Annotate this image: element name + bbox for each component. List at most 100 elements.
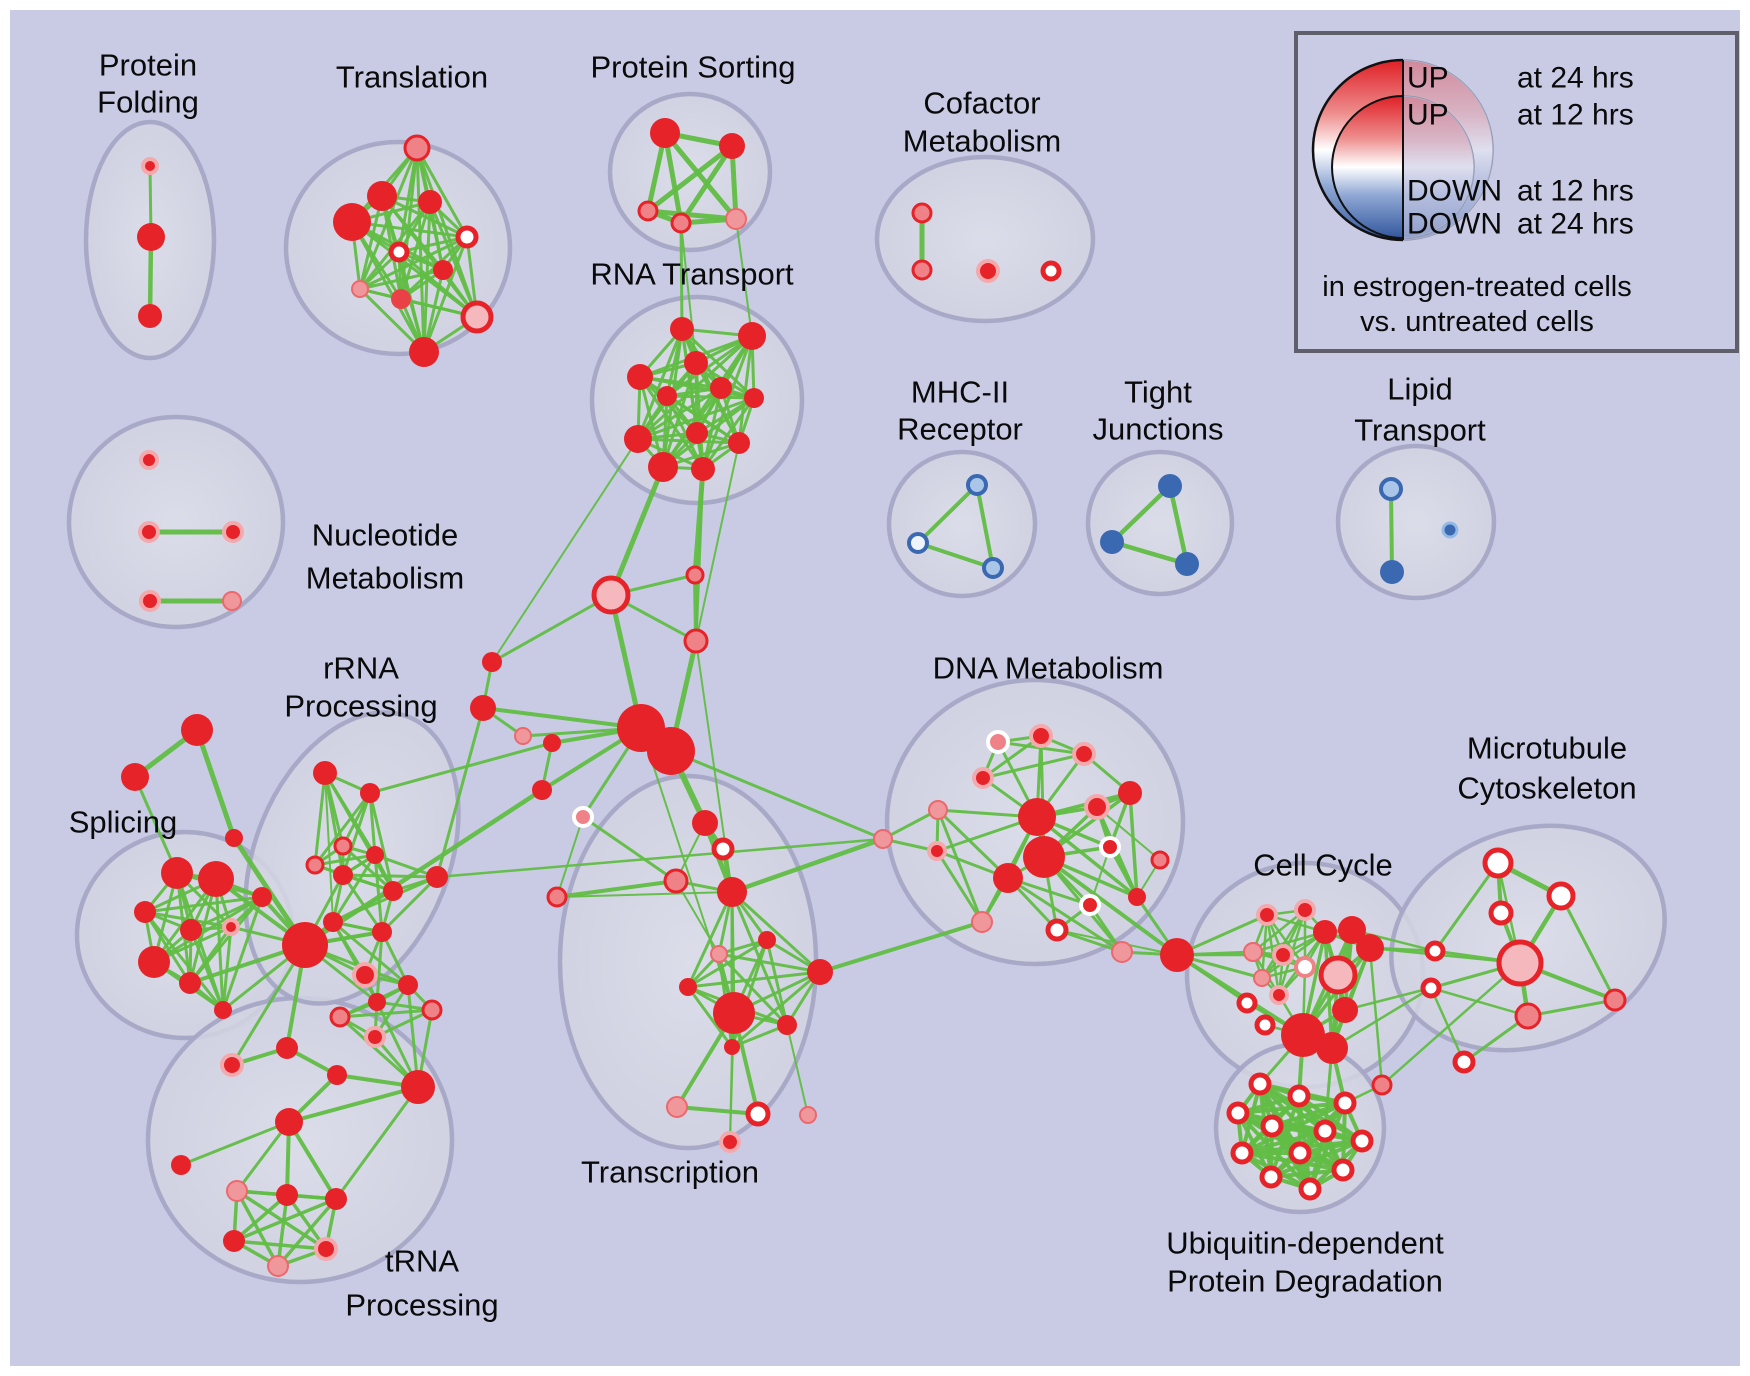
network-node-ub12: [1298, 1177, 1322, 1201]
network-edge: [1330, 986, 1433, 1050]
network-edge: [669, 749, 885, 841]
network-node-mt8: [1514, 1002, 1542, 1030]
network-node-tn3: [327, 1065, 347, 1085]
network-node-h5: [532, 780, 552, 800]
cluster-label-nucleotide-metabolism: Nucleotide: [312, 518, 458, 553]
network-edge: [680, 327, 756, 400]
network-node-tl11: [409, 337, 439, 367]
network-node-tn5: [275, 1108, 303, 1136]
network-edge: [608, 464, 666, 598]
legend-time-1: at 12 hrs: [1517, 99, 1634, 132]
network-edge: [287, 1120, 338, 1201]
network-edge: [302, 787, 545, 948]
network-node-dn17: [971, 911, 993, 933]
cluster-label-trna-processing: tRNA: [385, 1244, 459, 1279]
network-edge: [686, 890, 734, 989]
network-node-tl4: [418, 190, 442, 214]
network-edge: [638, 375, 705, 471]
network-node-tx1: [692, 810, 718, 836]
network-edge: [640, 727, 735, 1014]
network-node-rt11: [648, 452, 678, 482]
network-node-cc6: [1243, 942, 1263, 962]
network-edge: [1343, 986, 1433, 1012]
network-edge: [435, 837, 885, 879]
network-node-rr10: [352, 962, 378, 988]
network-edge: [334, 1085, 420, 1201]
network-node-mt3: [1488, 900, 1514, 926]
network-edge: [661, 396, 756, 469]
network-node-h2: [685, 565, 705, 585]
network-edge: [1109, 483, 1173, 545]
network-edge: [556, 816, 584, 898]
network-node-rt10: [728, 432, 750, 454]
cluster-label-protein-folding: Folding: [97, 85, 199, 120]
network-node-so4: [670, 212, 692, 234]
cluster-label-trna-processing: Processing: [345, 1288, 498, 1323]
cluster-ellipse-lipid-transport: [1335, 443, 1497, 601]
network-edge: [341, 873, 439, 879]
network-edge: [1006, 876, 1124, 954]
network-edge: [686, 985, 734, 1049]
network-node-cf3: [976, 259, 1000, 283]
network-node-tx4: [717, 877, 747, 907]
network-edge: [675, 880, 720, 955]
network-edge: [818, 920, 984, 974]
network-edge: [638, 375, 665, 469]
cluster-label-ubiquitin-degradation: Protein Degradation: [1167, 1264, 1443, 1299]
network-edge: [368, 791, 377, 857]
network-node-cc7: [1272, 944, 1294, 966]
network-node-dn18: [1045, 918, 1069, 942]
network-edge: [686, 938, 769, 989]
network-node-so2: [719, 133, 745, 159]
network-node-cc11: [1269, 985, 1289, 1005]
network-edge: [729, 1046, 733, 1143]
network-edge: [435, 706, 485, 879]
network-node-ub1: [1248, 1072, 1272, 1096]
network-edge: [1368, 946, 1384, 1087]
network-node-sp3: [134, 901, 156, 923]
network-node-ub11: [1259, 1165, 1283, 1189]
network-edge: [717, 952, 789, 1027]
network-edge: [1559, 894, 1617, 1002]
network-edge: [232, 1197, 338, 1243]
network-edge: [636, 327, 684, 441]
network-edge: [133, 775, 179, 875]
network-edge: [341, 791, 372, 877]
network-edge: [737, 334, 754, 445]
network-edge: [143, 895, 264, 914]
network-node-sp4: [180, 919, 202, 941]
cluster-label-lipid-transport: Transport: [1354, 413, 1486, 448]
network-node-rt4: [627, 364, 653, 390]
cluster-label-microtubule-cytoskeleton: Cytoskeleton: [1457, 771, 1636, 806]
cluster-label-rrna-processing: rRNA: [323, 651, 399, 686]
network-node-dn15: [1128, 888, 1146, 906]
network-edge: [1042, 855, 1179, 957]
legend-direction-0: UP: [1407, 62, 1449, 95]
network-edge: [1429, 986, 1530, 1018]
network-node-rr15: [426, 866, 448, 888]
cluster-ellipse-tight-junctions: [1085, 449, 1235, 597]
cluster-label-splicing: Splicing: [69, 805, 178, 840]
network-node-mh1: [966, 474, 988, 496]
legend-direction-1: UP: [1407, 99, 1449, 132]
network-node-h1: [591, 575, 631, 615]
legend-caption-line-1: vs. untreated cells: [1360, 306, 1594, 338]
network-node-dn16: [1079, 894, 1101, 916]
legend-direction-2: DOWN: [1407, 175, 1502, 208]
network-edge: [701, 334, 754, 471]
network-node-tx10: [713, 992, 755, 1034]
network-node-sp9: [252, 887, 272, 907]
network-node-mt6: [1420, 977, 1442, 999]
network-edge: [881, 808, 940, 841]
network-edge: [1433, 861, 1500, 953]
network-edge: [358, 268, 445, 291]
network-edge: [936, 808, 984, 924]
network-node-ub10: [1331, 1158, 1355, 1182]
network-node-mt1: [1482, 847, 1514, 879]
network-edge: [313, 771, 327, 867]
cluster-label-transcription: Transcription: [581, 1155, 759, 1190]
network-node-mt7: [1603, 988, 1627, 1012]
network-node-mt2: [1546, 881, 1576, 911]
network-edge: [232, 1193, 289, 1243]
